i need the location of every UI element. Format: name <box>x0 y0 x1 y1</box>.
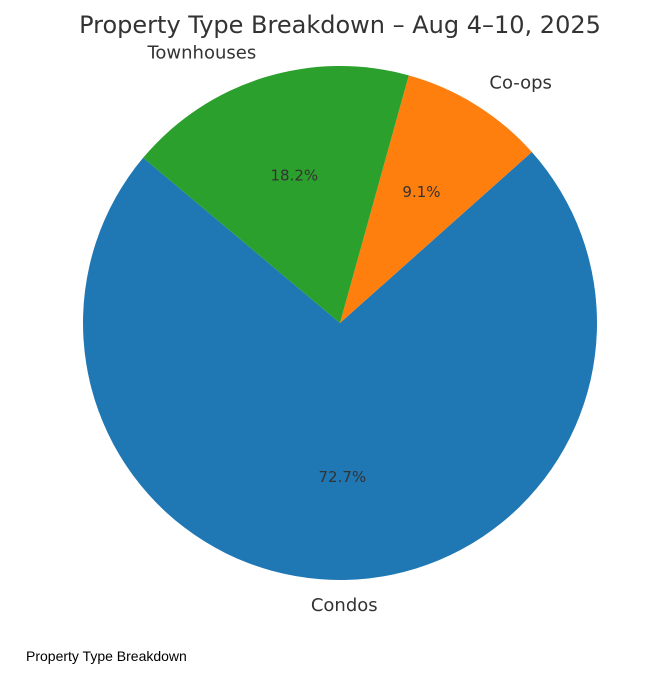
figure-caption: Property Type Breakdown <box>26 648 187 664</box>
pie-category-label-townhouses: Townhouses <box>146 43 256 64</box>
chart-title: Property Type Breakdown – Aug 4–10, 2025 <box>79 11 601 39</box>
pie-pct-label-condos: 72.7% <box>318 468 366 486</box>
pie-slice-townhouses <box>143 66 409 323</box>
pie-pct-label-co-ops: 9.1% <box>402 183 440 201</box>
pie-category-label-co-ops: Co-ops <box>489 72 552 93</box>
pie-labels: 72.7% Condos 9.1% Co-ops 18.2% Townhouses <box>146 43 551 617</box>
pie-slice-co-ops <box>340 75 532 323</box>
pie-chart: Property Type Breakdown – Aug 4–10, 2025… <box>79 11 601 617</box>
pie-pct-label-townhouses: 18.2% <box>270 167 318 185</box>
pie-slices <box>82 66 597 581</box>
pie-category-label-condos: Condos <box>311 595 378 616</box>
pie-slice-condos <box>82 151 597 581</box>
